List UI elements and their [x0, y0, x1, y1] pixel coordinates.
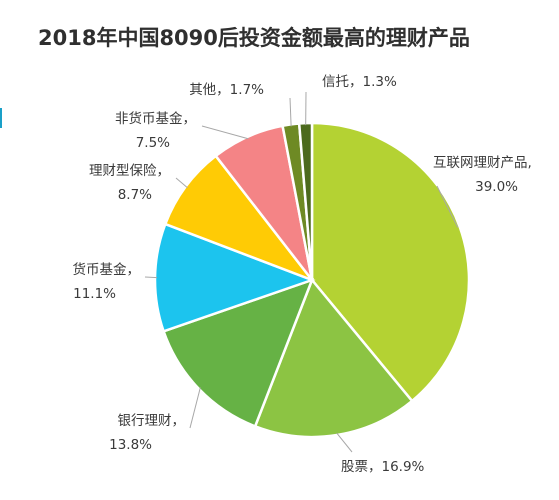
pie-slice-3 — [162, 277, 315, 428]
leader-line-7 — [289, 97, 292, 127]
slice-label-4: 货币基金， — [73, 261, 141, 278]
slice-label-7: 其他，1.7% — [189, 82, 264, 98]
leader-line-4 — [144, 276, 158, 279]
slice-label-5: 理财型保险， — [89, 163, 170, 179]
slice-value-3: 13.8% — [109, 437, 152, 453]
slice-label-6: 非货币基金， — [115, 110, 196, 127]
leader-line-1 — [436, 185, 459, 228]
pie-slice-1 — [310, 121, 471, 403]
slice-value-4: 11.1% — [73, 286, 116, 302]
slice-label-1: 互联网理财产品, — [433, 155, 532, 171]
slice-value-6: 7.5% — [136, 135, 170, 151]
slice-label-3: 银行理财， — [118, 413, 186, 429]
edge-decoration — [0, 108, 2, 128]
slice-label-2: 股票，16.9% — [341, 459, 425, 475]
slice-value-5: 8.7% — [118, 187, 152, 203]
leader-line-6 — [201, 125, 249, 140]
chart-title: 2018年中国8090后投资金额最高的理财产品 — [38, 26, 470, 50]
leader-line-5 — [175, 177, 188, 189]
leader-line-2 — [336, 432, 353, 453]
leader-line-3 — [189, 387, 201, 429]
slice-value-1: 39.0% — [475, 179, 518, 195]
pie-slice-2 — [253, 277, 414, 439]
slice-label-8: 信托，1.3% — [322, 74, 397, 90]
